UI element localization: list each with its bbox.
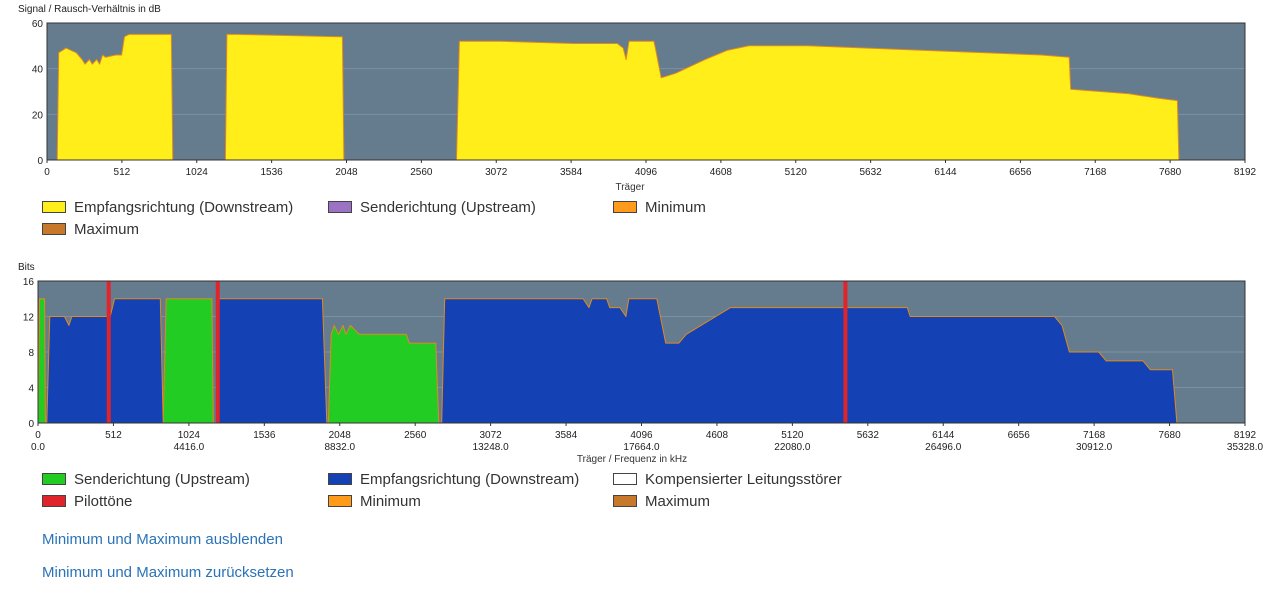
x-tick-label-khz: 30912.0 (1076, 442, 1113, 453)
x-tick-label: 4096 (630, 430, 653, 441)
legend-swatch-compensated (613, 473, 637, 485)
legend-maximum: Maximum (42, 220, 139, 238)
legend-minimum: Minimum (328, 492, 421, 510)
x-tick-label: 0 (35, 430, 41, 441)
x-tick-label-khz: 13248.0 (473, 442, 510, 453)
bits-chart: Bits Träger / Frequenz in kHz 048121600.… (18, 262, 1264, 465)
legend-maximum: Maximum (613, 492, 710, 510)
legend-downstream: Empfangsrichtung (Downstream) (328, 470, 579, 488)
x-tick-label: 6656 (1008, 430, 1031, 441)
x-tick-label: 6144 (934, 167, 957, 178)
x-tick-label: 3584 (555, 430, 578, 441)
x-tick-label: 8192 (1234, 430, 1257, 441)
x-tick-label: 1024 (186, 167, 209, 178)
y-tick-label: 8 (28, 348, 34, 359)
x-tick-label-khz: 22080.0 (774, 442, 811, 453)
snr-x-axis-label: Träger (615, 182, 645, 193)
y-tick-label: 60 (32, 19, 44, 30)
x-tick-label: 1536 (261, 167, 284, 178)
snr-chart: Signal / Rausch-Verhältnis in dB Träger … (18, 4, 1257, 193)
x-tick-label-khz: 4416.0 (174, 442, 205, 453)
legend-upstream: Senderichtung (Upstream) (42, 470, 250, 488)
legend-swatch-maximum (42, 223, 66, 235)
y-tick-label: 40 (32, 65, 44, 76)
x-tick-label: 0 (44, 167, 50, 178)
x-tick-label: 512 (114, 167, 131, 178)
x-tick-label-khz: 8832.0 (324, 442, 355, 453)
legend-swatch-maximum (613, 495, 637, 507)
y-tick-label: 4 (28, 384, 34, 395)
x-tick-label: 2560 (404, 430, 427, 441)
x-tick-label-khz: 26496.0 (925, 442, 962, 453)
x-tick-label: 3584 (560, 167, 583, 178)
legend-pilot-tones: Pilottöne (42, 492, 132, 510)
legend-swatch-minimum (328, 495, 352, 507)
legend-minimum: Minimum (613, 198, 706, 216)
x-tick-label: 5120 (781, 430, 804, 441)
y-tick-label: 12 (23, 313, 35, 324)
legend-upstream: Senderichtung (Upstream) (328, 198, 536, 216)
legend-downstream: Empfangsrichtung (Downstream) (42, 198, 293, 216)
legend-swatch-downstream (42, 201, 66, 213)
x-tick-label: 2048 (329, 430, 352, 441)
x-tick-label: 8192 (1234, 167, 1257, 178)
x-tick-label: 2560 (410, 167, 433, 178)
x-tick-label: 4608 (706, 430, 729, 441)
x-tick-label: 512 (105, 430, 122, 441)
x-tick-label: 5632 (857, 430, 880, 441)
x-tick-label: 7168 (1084, 167, 1107, 178)
x-tick-label: 2048 (335, 167, 358, 178)
snr-chart-title: Signal / Rausch-Verhältnis in dB (18, 4, 161, 15)
x-tick-label: 1024 (178, 430, 201, 441)
legend-compensated-interferer: Kompensierter Leitungsstörer (613, 470, 842, 488)
reset-minmax-link[interactable]: Minimum und Maximum zurücksetzen (42, 564, 294, 581)
legend-swatch-upstream (328, 201, 352, 213)
x-tick-label: 6656 (1009, 167, 1032, 178)
x-tick-label: 5120 (785, 167, 808, 178)
x-tick-label: 1536 (253, 430, 276, 441)
x-tick-label: 3072 (485, 167, 508, 178)
y-tick-label: 0 (37, 156, 43, 167)
x-tick-label: 5632 (860, 167, 883, 178)
x-tick-label: 4096 (635, 167, 658, 178)
bits-x-axis-label: Träger / Frequenz in kHz (577, 454, 687, 465)
x-tick-label-khz: 35328.0 (1227, 442, 1264, 453)
legend-swatch-minimum (613, 201, 637, 213)
x-tick-label: 7680 (1158, 430, 1181, 441)
x-tick-label: 7168 (1083, 430, 1106, 441)
legend-swatch-pilot (42, 495, 66, 507)
x-tick-label-khz: 17664.0 (623, 442, 660, 453)
legend-swatch-downstream (328, 473, 352, 485)
x-tick-label: 3072 (480, 430, 503, 441)
y-tick-label: 20 (32, 110, 44, 121)
series-area-0 (56, 33, 1180, 161)
x-tick-label: 6144 (932, 430, 955, 441)
y-tick-label: 16 (23, 277, 35, 288)
y-tick-label: 0 (28, 419, 34, 430)
hide-minmax-link[interactable]: Minimum und Maximum ausblenden (42, 531, 283, 548)
legend-swatch-upstream (42, 473, 66, 485)
bits-chart-title: Bits (18, 262, 35, 273)
x-tick-label: 7680 (1159, 167, 1182, 178)
series-area-1 (46, 298, 1178, 424)
x-tick-label: 4608 (710, 167, 733, 178)
x-tick-label-khz: 0.0 (31, 442, 45, 453)
